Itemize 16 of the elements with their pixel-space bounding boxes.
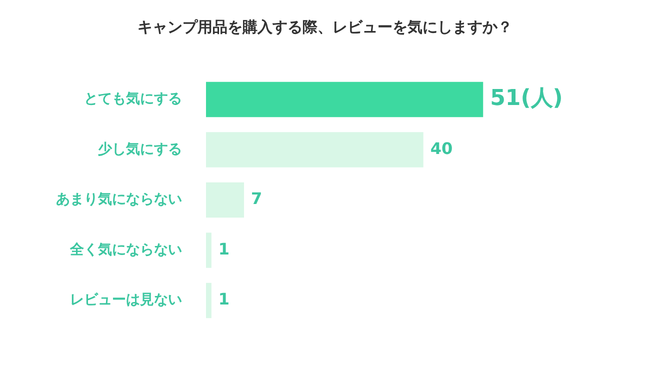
bar [206, 82, 484, 118]
y-tick-label: 少し気にする [98, 141, 182, 158]
y-tick-label: あまり気にならない [56, 192, 182, 208]
data-label: 40 [430, 138, 453, 158]
y-tick-label: レビューは見ない [70, 292, 182, 308]
bar [206, 282, 212, 318]
y-tick-label: 全く気にならない [69, 242, 182, 258]
data-label: 7 [251, 189, 262, 208]
bar [206, 132, 424, 168]
chart-title: キャンプ用品を購入する際、レビューを気にしますか？ [136, 18, 514, 37]
data-label: 1 [218, 239, 230, 258]
y-tick-label: とても気にする [84, 91, 182, 108]
bar [206, 232, 212, 268]
data-label: 1 [218, 290, 230, 309]
data-label: 51(人) [490, 86, 563, 112]
bar [206, 182, 244, 218]
